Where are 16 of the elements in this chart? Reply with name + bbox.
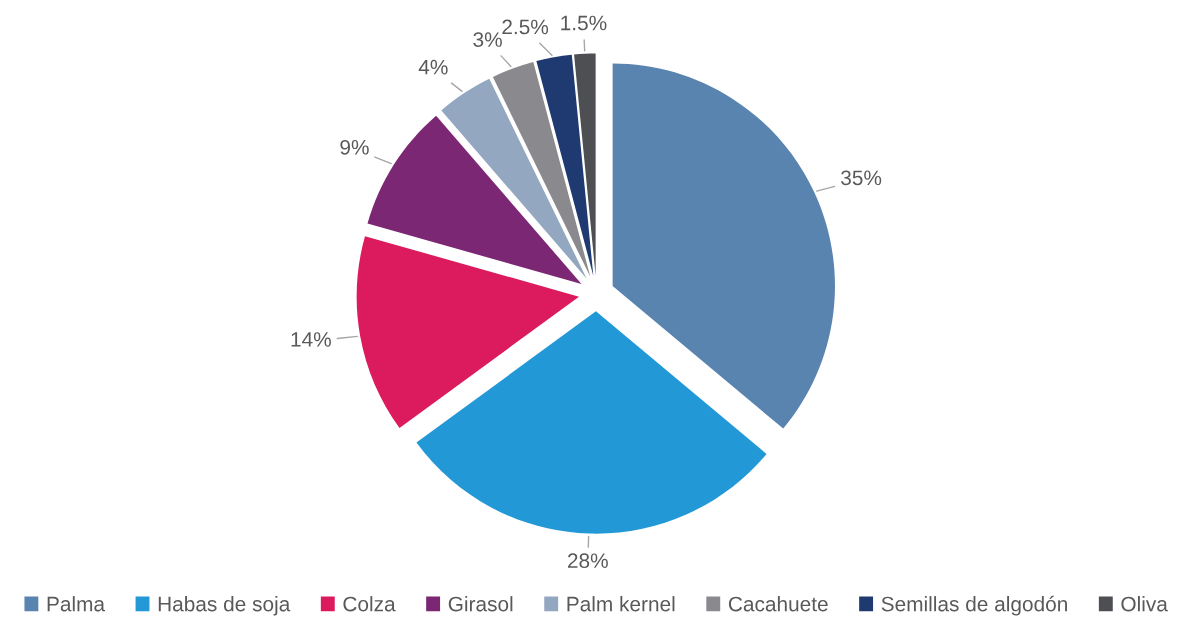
data-label: 3% [473, 32, 502, 47]
data-label: 2.5% [502, 19, 549, 35]
data-label: 9% [340, 139, 369, 155]
data-label: 14% [291, 332, 331, 347]
legend-label: Palm kernel [567, 596, 675, 612]
legend-label: Habas de soja [158, 596, 291, 616]
legend-label: Palma [47, 596, 106, 612]
data-label: 1.5% [561, 15, 607, 31]
legend-label: Colza [343, 596, 396, 612]
legend-label: Oliva [1121, 596, 1168, 612]
data-label: 28% [567, 553, 608, 569]
legend-label: Semillas de algodón [881, 595, 1067, 616]
data-label: 4% [418, 59, 448, 75]
data-label: 35% [841, 170, 882, 186]
legend-label: Girasol [448, 596, 513, 612]
legend-label: Cacahuete [728, 596, 828, 612]
